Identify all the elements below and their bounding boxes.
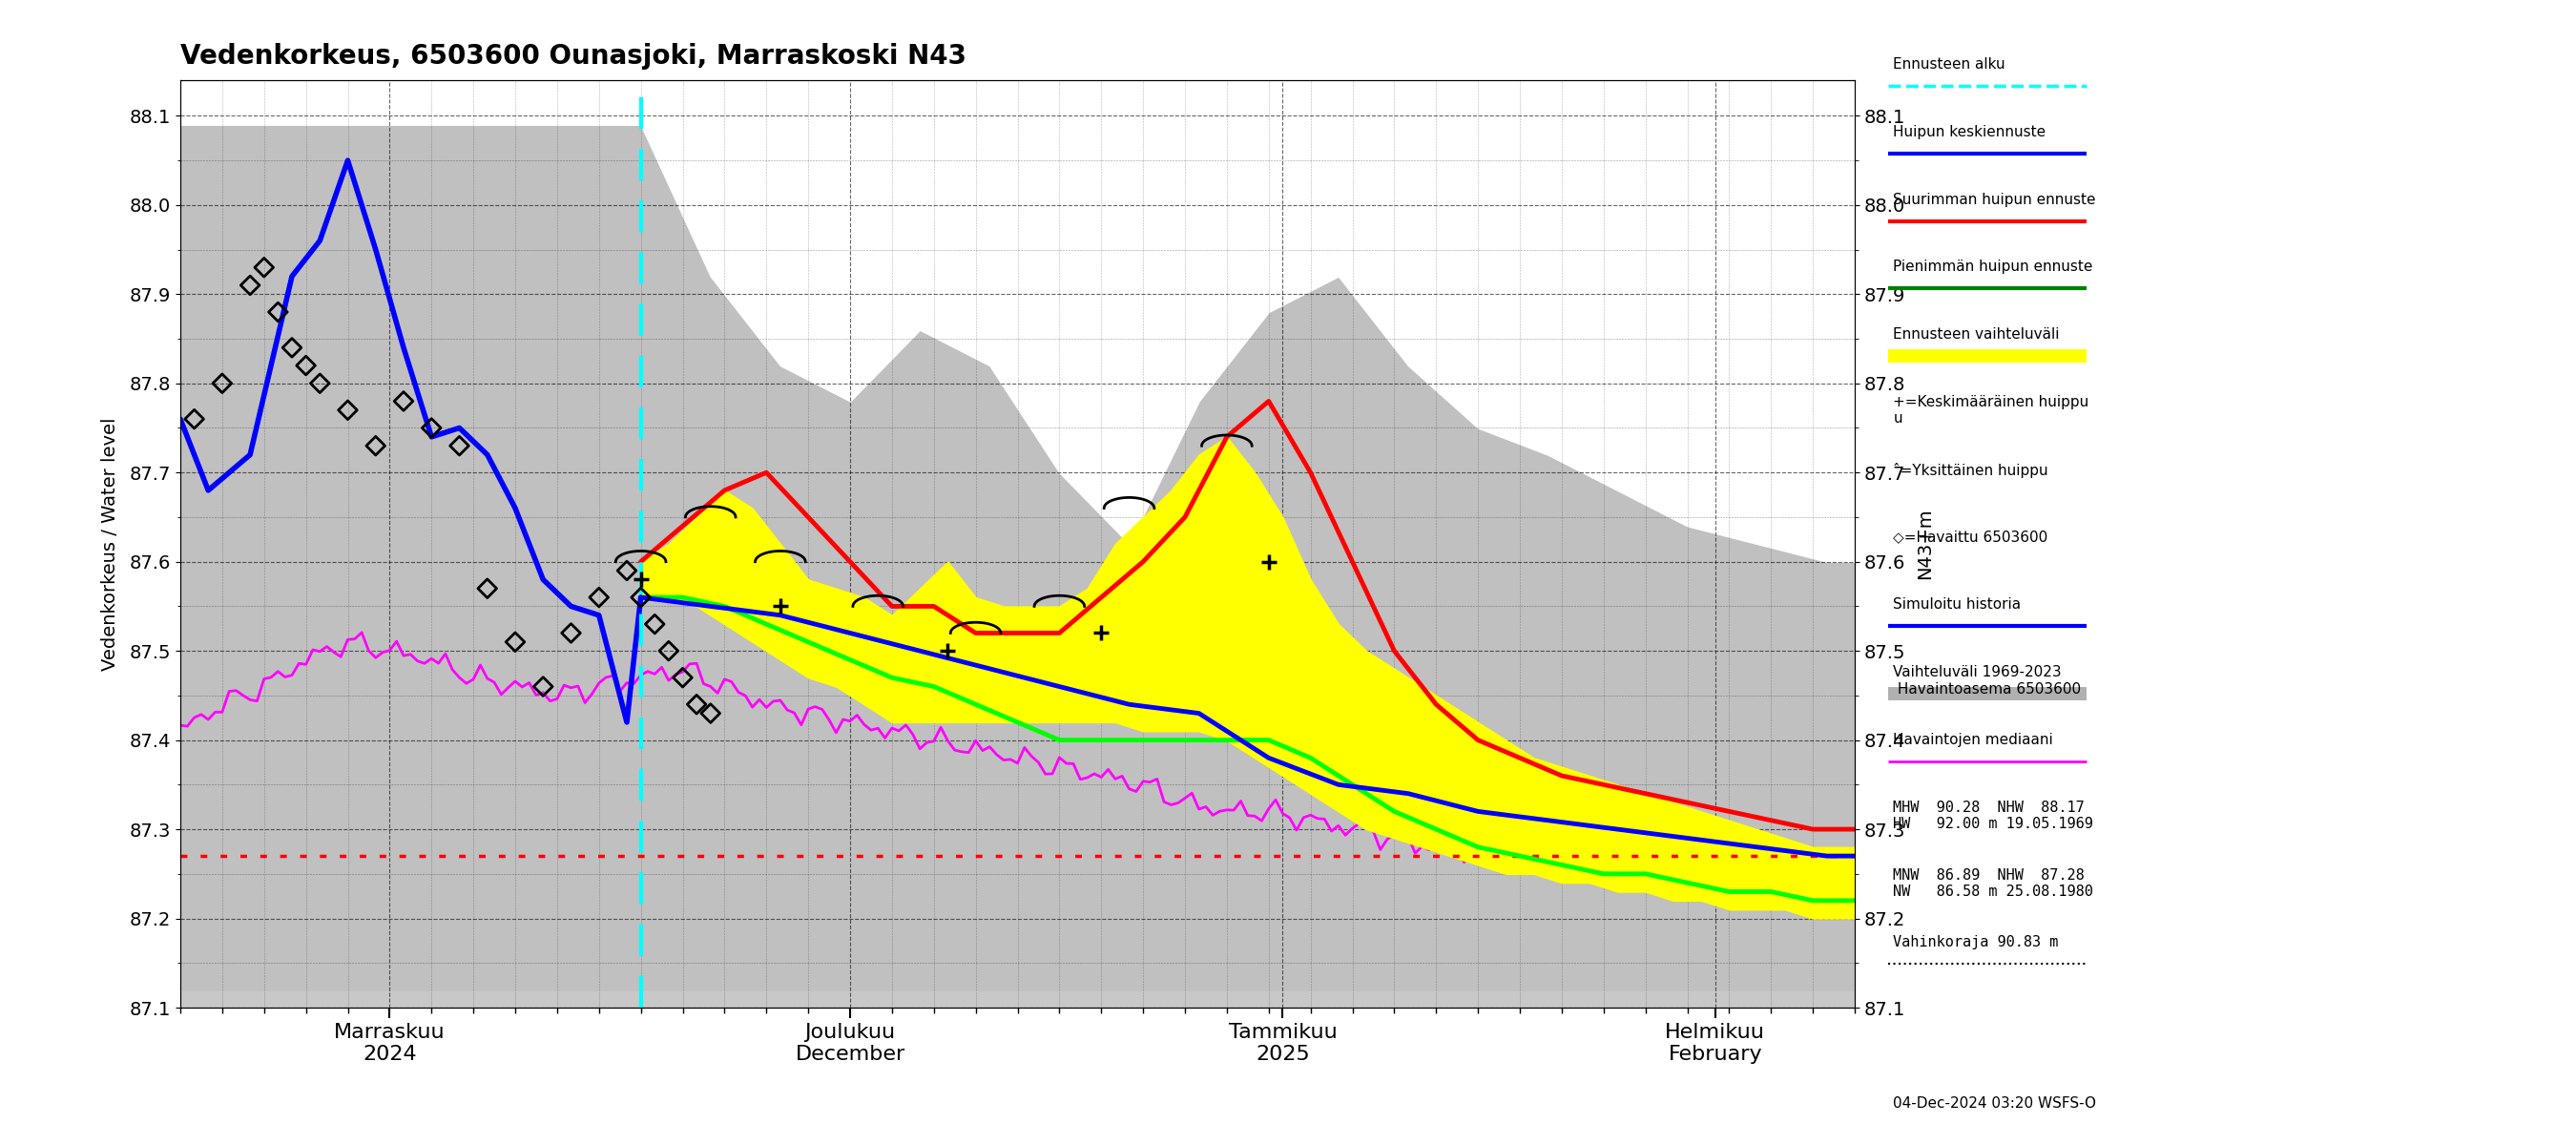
Point xyxy=(621,589,662,607)
Text: Vahinkoraja 90.83 m: Vahinkoraja 90.83 m xyxy=(1893,935,2058,949)
Point xyxy=(286,356,327,374)
Text: ˆ=Yksittäinen huippu: ˆ=Yksittäinen huippu xyxy=(1893,463,2048,477)
Text: Vedenkorkeus, 6503600 Ounasjoki, Marraskoski N43: Vedenkorkeus, 6503600 Ounasjoki, Marrask… xyxy=(180,44,966,70)
Point xyxy=(551,624,592,642)
Text: ◇=Havaittu 6503600: ◇=Havaittu 6503600 xyxy=(1893,530,2048,545)
Point xyxy=(258,302,299,321)
Text: +=Keskimääräinen huippu
u: +=Keskimääräinen huippu u xyxy=(1893,395,2089,426)
Point xyxy=(605,561,647,579)
Point xyxy=(270,339,312,357)
Point xyxy=(327,401,368,419)
Text: Ennusteen alku: Ennusteen alku xyxy=(1893,57,2007,71)
Point xyxy=(438,436,479,455)
Point xyxy=(690,704,732,722)
Text: Havaintojen mediaani: Havaintojen mediaani xyxy=(1893,733,2053,747)
Point xyxy=(242,259,283,277)
Point xyxy=(229,276,270,294)
Text: Simuloitu historia: Simuloitu historia xyxy=(1893,598,2022,611)
Point xyxy=(466,579,507,598)
Point xyxy=(662,669,703,687)
Point xyxy=(675,695,716,713)
Point xyxy=(173,410,214,428)
Point xyxy=(523,678,564,696)
Point xyxy=(384,392,425,410)
Text: Huipun keskiennuste: Huipun keskiennuste xyxy=(1893,125,2045,139)
Text: MHW  90.28  NHW  88.17
HW   92.00 m 19.05.1969: MHW 90.28 NHW 88.17 HW 92.00 m 19.05.196… xyxy=(1893,800,2094,831)
Text: Ennusteen vaihteluväli: Ennusteen vaihteluväli xyxy=(1893,327,2061,341)
Y-axis label: Vedenkorkeus / Water level: Vedenkorkeus / Water level xyxy=(100,417,118,671)
Point xyxy=(410,419,453,437)
Point xyxy=(355,436,397,455)
Point xyxy=(299,374,340,393)
Text: Pienimmän huipun ennuste: Pienimmän huipun ennuste xyxy=(1893,260,2094,275)
Text: 04-Dec-2024 03:20 WSFS-O: 04-Dec-2024 03:20 WSFS-O xyxy=(1893,1097,2097,1111)
Text: Suurimman huipun ennuste: Suurimman huipun ennuste xyxy=(1893,192,2097,206)
Text: MNW  86.89  NHW  87.28
NW   86.58 m 25.08.1980: MNW 86.89 NHW 87.28 NW 86.58 m 25.08.198… xyxy=(1893,868,2094,899)
Point xyxy=(495,633,536,652)
Point xyxy=(634,615,675,633)
Point xyxy=(649,641,690,660)
Text: Vaihteluväli 1969-2023
 Havaintoasema 6503600: Vaihteluväli 1969-2023 Havaintoasema 650… xyxy=(1893,665,2081,696)
Y-axis label: N43+m: N43+m xyxy=(1917,508,1935,579)
Point xyxy=(577,589,618,607)
Point xyxy=(201,374,242,393)
